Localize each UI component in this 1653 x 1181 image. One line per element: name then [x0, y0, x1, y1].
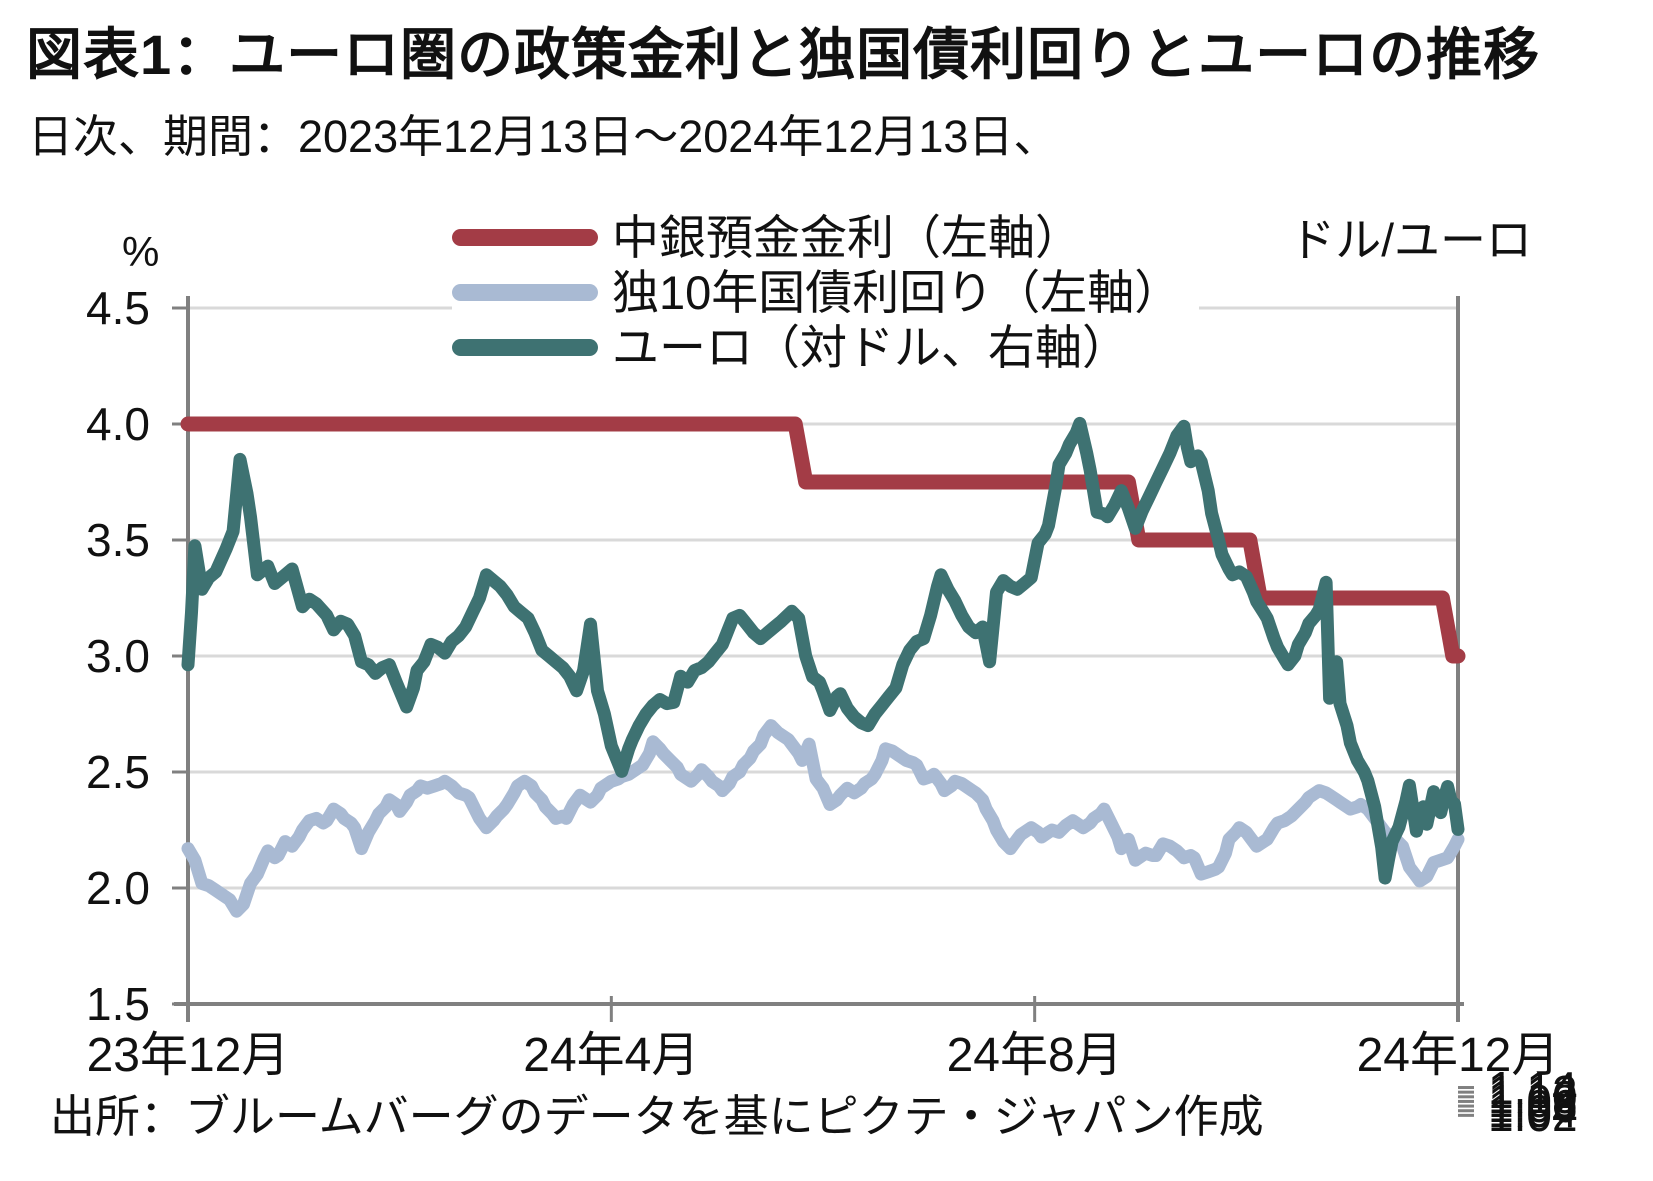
right-axis-label-1.06: 1.06: [1488, 1080, 1578, 1133]
legend-swatch-bund-yield: [452, 284, 598, 301]
left-axis-label-2.0: 2.0: [86, 862, 150, 914]
chart-subtitle: 日次、期間：2023年12月13日～2024年12月13日、: [28, 111, 1059, 162]
left-axis-label-2.5: 2.5: [86, 746, 150, 798]
left-axis-label-1.5: 1.5: [86, 978, 150, 1030]
x-axis-label-1: 24年4月: [523, 1029, 700, 1082]
right-axis-title: ドル/ユーロ: [1289, 214, 1532, 266]
series-line-2: [181, 416, 1465, 885]
right-axis-label-1.08: 1.08: [1488, 1075, 1578, 1128]
chart-title: 図表1：ユーロ圏の政策金利と独国債利回りとユーロの推移: [26, 23, 1541, 86]
legend-swatch-policy-rate: [452, 229, 598, 246]
legend-item-bund-yield: 独10年国債利回り（左軸）: [452, 265, 1181, 320]
right-axis-label-1.02: 1.02: [1488, 1089, 1578, 1142]
right-axis-label-1.14: 1.14: [1488, 1061, 1578, 1114]
chart-legend: 中銀預金金利（左軸） 独10年国債利回り（左軸） ユーロ（対ドル、右軸）: [452, 210, 1200, 375]
legend-label-policy-rate: 中銀預金金利（左軸）: [612, 211, 1082, 264]
x-axis-label-2: 24年8月: [946, 1029, 1123, 1082]
x-axis-label-3: 24年12月: [1356, 1029, 1560, 1082]
legend-item-euro: ユーロ（対ドル、右軸）: [452, 320, 1181, 375]
legend-label-euro: ユーロ（対ドル、右軸）: [612, 321, 1129, 374]
series-line-0: [180, 416, 1466, 664]
legend-item-policy-rate: 中銀預金金利（左軸）: [452, 210, 1181, 265]
legend-label-bund-yield: 独10年国債利回り（左軸）: [612, 266, 1182, 319]
left-axis-label-4.5: 4.5: [86, 282, 150, 334]
series-line-1: [181, 719, 1465, 918]
left-axis-label-4.0: 4.0: [86, 398, 150, 450]
left-axis-label-3.0: 3.0: [86, 630, 150, 682]
right-axis-label-1.12: 1.12: [1488, 1066, 1578, 1119]
x-axis-label-0: 23年12月: [86, 1029, 290, 1082]
left-axis-label-3.5: 3.5: [86, 514, 150, 566]
right-axis-label-1.04: 1.04: [1488, 1084, 1578, 1137]
left-axis-unit-label: %: [122, 228, 160, 275]
legend-swatch-euro: [452, 339, 598, 356]
right-axis-label-1.10: 1.10: [1488, 1070, 1578, 1123]
source-note: 出所：ブルームバーグのデータを基にピクテ・ジャパン作成: [50, 1091, 1264, 1142]
